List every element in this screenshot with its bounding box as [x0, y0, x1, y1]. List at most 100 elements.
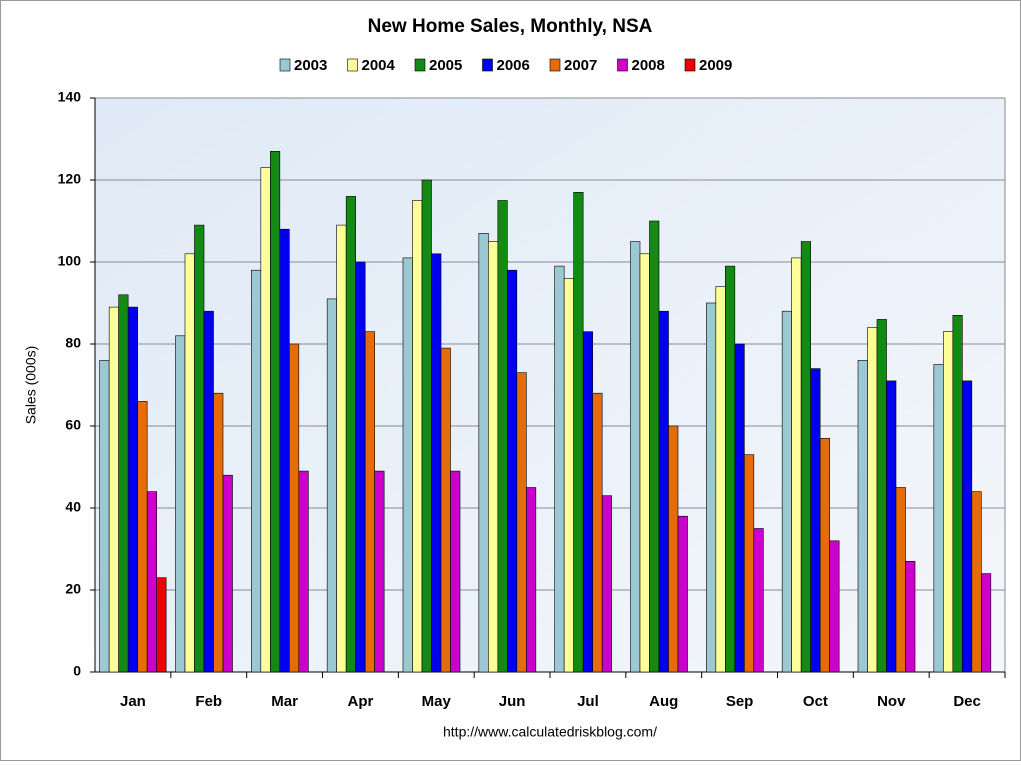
- x-tick-label: Dec: [953, 693, 981, 710]
- legend-swatch: [482, 58, 493, 72]
- bar: [554, 265, 565, 673]
- bar: [952, 314, 963, 673]
- plot-area: [94, 97, 1006, 673]
- bar: [127, 306, 138, 673]
- bar: [526, 487, 537, 673]
- bar: [203, 310, 214, 673]
- bar: [649, 220, 660, 673]
- y-tick-label: 120: [58, 171, 82, 187]
- bar: [298, 470, 309, 673]
- bar: [971, 491, 982, 673]
- x-tick-label: May: [422, 693, 452, 710]
- legend-label: 2006: [497, 57, 530, 74]
- bar: [146, 491, 157, 673]
- bar: [402, 257, 413, 673]
- legend-swatch: [279, 58, 291, 72]
- x-tick-label: Apr: [347, 693, 373, 710]
- bar: [279, 228, 290, 673]
- bar: [981, 573, 992, 673]
- y-tick-label: 100: [58, 253, 82, 269]
- legend-label: 2003: [294, 57, 327, 74]
- y-tick-label: 60: [65, 417, 81, 433]
- bar: [857, 360, 868, 673]
- y-tick-label: 0: [73, 663, 81, 679]
- bar: [326, 298, 337, 673]
- bar: [658, 310, 669, 673]
- bar: [573, 192, 584, 673]
- bar: [222, 474, 233, 673]
- legend-swatch: [684, 58, 696, 72]
- bar: [137, 401, 148, 673]
- bar: [734, 343, 745, 673]
- chart-title: New Home Sales, Monthly, NSA: [368, 16, 653, 37]
- legend-label: 2007: [564, 57, 597, 74]
- legend-swatch: [617, 58, 628, 72]
- y-tick-label: 20: [65, 581, 81, 597]
- y-tick-label: 40: [65, 499, 81, 515]
- bar: [639, 253, 650, 673]
- bar: [962, 380, 973, 673]
- y-axis-label: Sales (000s): [23, 346, 39, 425]
- bar: [478, 233, 489, 673]
- bar: [781, 310, 792, 673]
- bar: [876, 319, 887, 673]
- bar: [867, 327, 878, 673]
- x-tick-label: Jul: [577, 693, 599, 710]
- bar: [412, 200, 423, 673]
- bar: [431, 253, 442, 673]
- x-tick-label: Mar: [271, 693, 298, 710]
- bar: [943, 331, 954, 673]
- legend-swatch: [414, 58, 426, 72]
- source: http://www.calculatedriskblog.com/: [443, 724, 657, 740]
- bar: [563, 278, 574, 673]
- bar: [516, 372, 527, 673]
- bar: [175, 335, 186, 673]
- bar: [668, 425, 679, 673]
- bar: [194, 224, 205, 673]
- bar: [810, 368, 821, 673]
- bar: [421, 179, 432, 673]
- bar: [364, 331, 375, 673]
- legend-label: 2009: [699, 57, 732, 74]
- legend-label: 2004: [362, 57, 396, 74]
- bar: [345, 196, 356, 673]
- bar: [715, 286, 726, 673]
- y-tick-label: 80: [65, 335, 81, 351]
- bar: [336, 224, 347, 673]
- x-tick-label: Feb: [195, 693, 222, 710]
- bar: [582, 331, 593, 673]
- bar: [829, 540, 840, 673]
- bar: [886, 380, 897, 673]
- bar: [933, 364, 944, 673]
- x-tick-label: Aug: [649, 693, 678, 710]
- bar: [592, 392, 603, 673]
- legend-label: 2005: [429, 57, 462, 74]
- bar: [488, 241, 499, 673]
- bar: [630, 241, 641, 673]
- bar: [725, 265, 736, 673]
- bar: [819, 437, 830, 673]
- bar: [706, 302, 717, 673]
- bar: [260, 167, 271, 673]
- bar: [450, 470, 461, 673]
- bar: [156, 577, 167, 673]
- bar: [270, 151, 281, 673]
- bar: [895, 487, 906, 673]
- bar: [108, 306, 119, 673]
- bar: [118, 294, 129, 673]
- bar: [800, 241, 811, 673]
- bar: [744, 454, 755, 673]
- bar: [184, 253, 195, 673]
- bar: [289, 343, 300, 673]
- legend-swatch: [549, 58, 561, 72]
- bar: [213, 392, 224, 673]
- bar: [99, 360, 110, 673]
- x-tick-label: Sep: [726, 693, 754, 710]
- legend-swatch: [347, 58, 358, 72]
- bar: [440, 347, 451, 673]
- bar: [905, 560, 916, 673]
- bar: [355, 261, 366, 673]
- x-tick-label: Jun: [499, 693, 526, 710]
- bar: [791, 257, 802, 673]
- bar: [507, 269, 518, 673]
